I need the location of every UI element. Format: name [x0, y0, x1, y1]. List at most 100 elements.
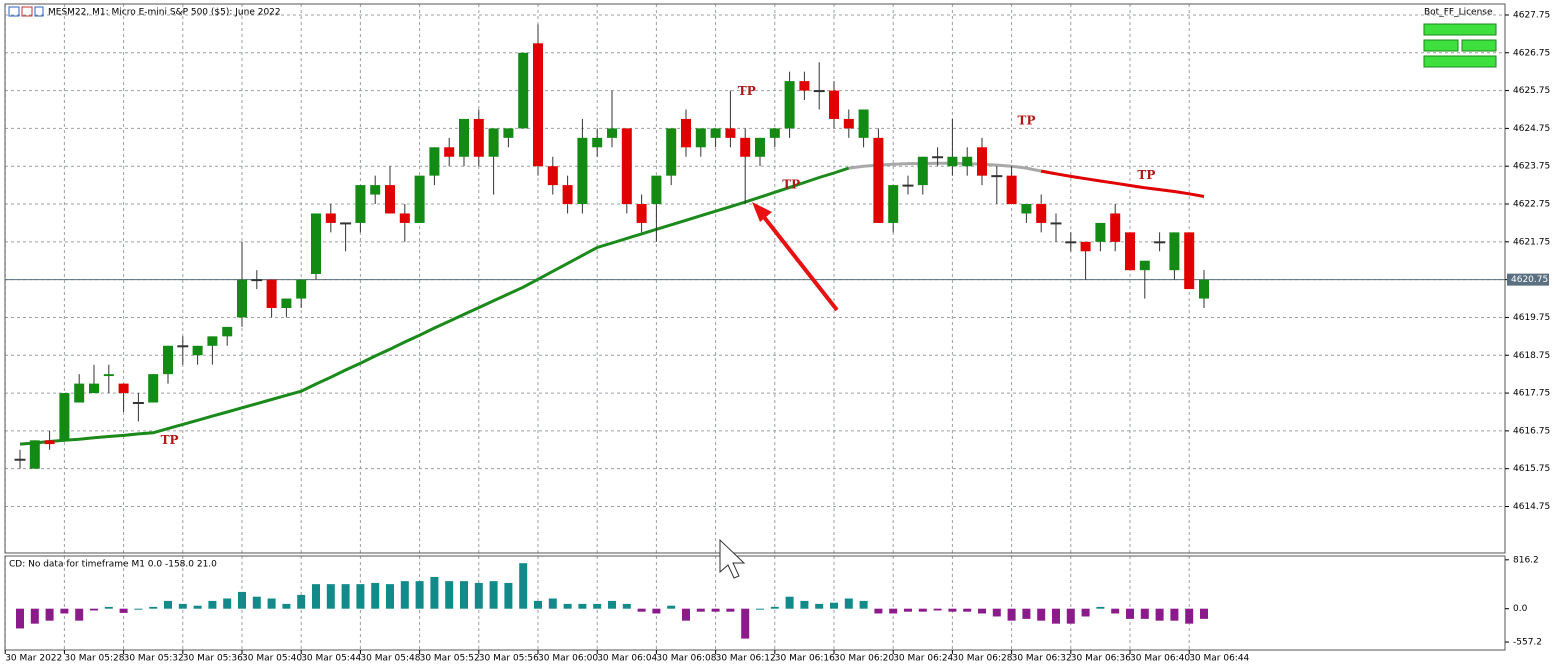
- candle-body: [222, 326, 233, 337]
- x-tick-label: 30 Mar 05:36: [183, 654, 243, 664]
- arrow-head: [752, 202, 772, 222]
- candle-body: [473, 118, 484, 157]
- histogram-bar: [593, 603, 602, 609]
- histogram-bar: [978, 608, 986, 614]
- x-tick-label: 30 Mar 06:28: [952, 654, 1012, 664]
- sell-button[interactable]: [1461, 39, 1497, 52]
- candle-body: [429, 147, 440, 176]
- candle-body: [370, 185, 381, 195]
- candle-body: [962, 156, 973, 167]
- status-button[interactable]: [1423, 55, 1497, 68]
- histogram-bar: [933, 608, 942, 611]
- histogram-bar: [104, 606, 113, 609]
- candle-body: [1080, 241, 1091, 252]
- candle-body: [740, 137, 751, 157]
- x-tick-label: 30 Mar 05:32: [124, 654, 184, 664]
- histogram-bar: [1185, 608, 1194, 624]
- histogram-bar: [844, 598, 853, 609]
- candle-body: [1050, 222, 1062, 225]
- y-tick-label: 4626.75: [1513, 48, 1550, 58]
- histogram-bar: [1096, 606, 1105, 609]
- histogram-bar: [297, 594, 306, 609]
- histogram-bar: [193, 605, 202, 609]
- y-tick-label: 4624.75: [1513, 124, 1550, 134]
- histogram-bar: [963, 608, 972, 612]
- candle-body: [459, 118, 469, 157]
- bot-button[interactable]: [1423, 23, 1497, 36]
- x-tick-label: 30 Mar 06:20: [834, 654, 894, 664]
- histogram-bar: [30, 608, 39, 624]
- x-tick-label: 30 Mar 06:36: [1071, 654, 1131, 664]
- histogram-bar: [548, 598, 557, 609]
- histogram-bar: [889, 608, 898, 614]
- y-tick-label: 4621.75: [1513, 237, 1550, 247]
- histogram-bar: [75, 608, 84, 621]
- candle-body: [769, 128, 780, 138]
- candle-body: [340, 222, 352, 225]
- candle-body: [947, 156, 958, 167]
- candle-body: [592, 137, 603, 148]
- histogram-bar: [1155, 608, 1164, 621]
- candle-body: [207, 336, 218, 346]
- histogram-bar: [652, 608, 661, 614]
- histogram-bar: [948, 608, 957, 612]
- histogram-bar: [756, 608, 764, 610]
- candle-body: [651, 175, 662, 205]
- candle-body: [1154, 241, 1166, 244]
- histogram-bar: [904, 608, 912, 612]
- candle-body: [266, 279, 277, 308]
- tp-label: TP: [1137, 168, 1155, 182]
- arrow-shaft: [758, 210, 839, 312]
- candle-body: [163, 345, 173, 375]
- candle-body: [784, 81, 795, 129]
- x-tick-label: 30 Mar 06:16: [775, 654, 835, 664]
- candle-body: [281, 298, 292, 308]
- histogram-bar: [282, 603, 291, 609]
- histogram-bar: [1170, 608, 1179, 621]
- candle-body: [177, 345, 189, 348]
- candle-body: [1021, 204, 1032, 214]
- histogram-bar: [637, 608, 646, 612]
- candle-body: [621, 128, 632, 205]
- template-icon[interactable]: [34, 6, 44, 17]
- y-tick-label: 4614.75: [1513, 502, 1550, 512]
- candle-body: [755, 137, 765, 157]
- histogram-bar: [60, 608, 69, 614]
- plot-layer: 4627.75 4626.75 4625.75 4624.75 4623.75 4622.…: [4, 10, 1550, 664]
- x-tick-label: 30 Mar 05:52: [420, 654, 480, 664]
- y-tick-label: 4622.75: [1513, 200, 1550, 210]
- candle-body: [311, 213, 321, 274]
- candle-body: [1110, 213, 1121, 242]
- candle-body: [399, 213, 410, 223]
- candle-body: [29, 440, 40, 469]
- histogram-bar: [208, 600, 217, 609]
- candle-body: [444, 147, 455, 157]
- indicator-label: CD: No data for timeframe M1 0.0 -158.0 …: [9, 560, 217, 570]
- candle-body: [858, 109, 869, 138]
- histogram-bar: [785, 596, 794, 609]
- histogram-bar: [45, 608, 54, 621]
- menu-icon[interactable]: [8, 6, 20, 17]
- histogram-bar: [1081, 608, 1090, 617]
- candle-body: [414, 175, 425, 223]
- candle-body: [14, 458, 26, 461]
- candle-body: [666, 128, 677, 176]
- buy-button[interactable]: [1423, 39, 1459, 52]
- histogram-bar: [1126, 608, 1134, 619]
- histogram-bar: [815, 603, 824, 609]
- y-tick-label: 4615.75: [1513, 464, 1550, 474]
- y-tick-label: 4616.75: [1513, 426, 1550, 436]
- candle-body: [355, 185, 366, 223]
- moving-average-line: [19, 166, 850, 446]
- histogram-bar: [534, 600, 542, 609]
- candle-body: [385, 185, 395, 214]
- y-tick-label: 4617.75: [1513, 389, 1550, 399]
- annotation-arrow: [752, 202, 839, 312]
- chart-icon[interactable]: [21, 6, 33, 17]
- histogram-bar: [178, 603, 187, 609]
- candle-body: [74, 383, 85, 403]
- histogram-bar: [223, 598, 232, 609]
- histogram-bar: [667, 605, 676, 609]
